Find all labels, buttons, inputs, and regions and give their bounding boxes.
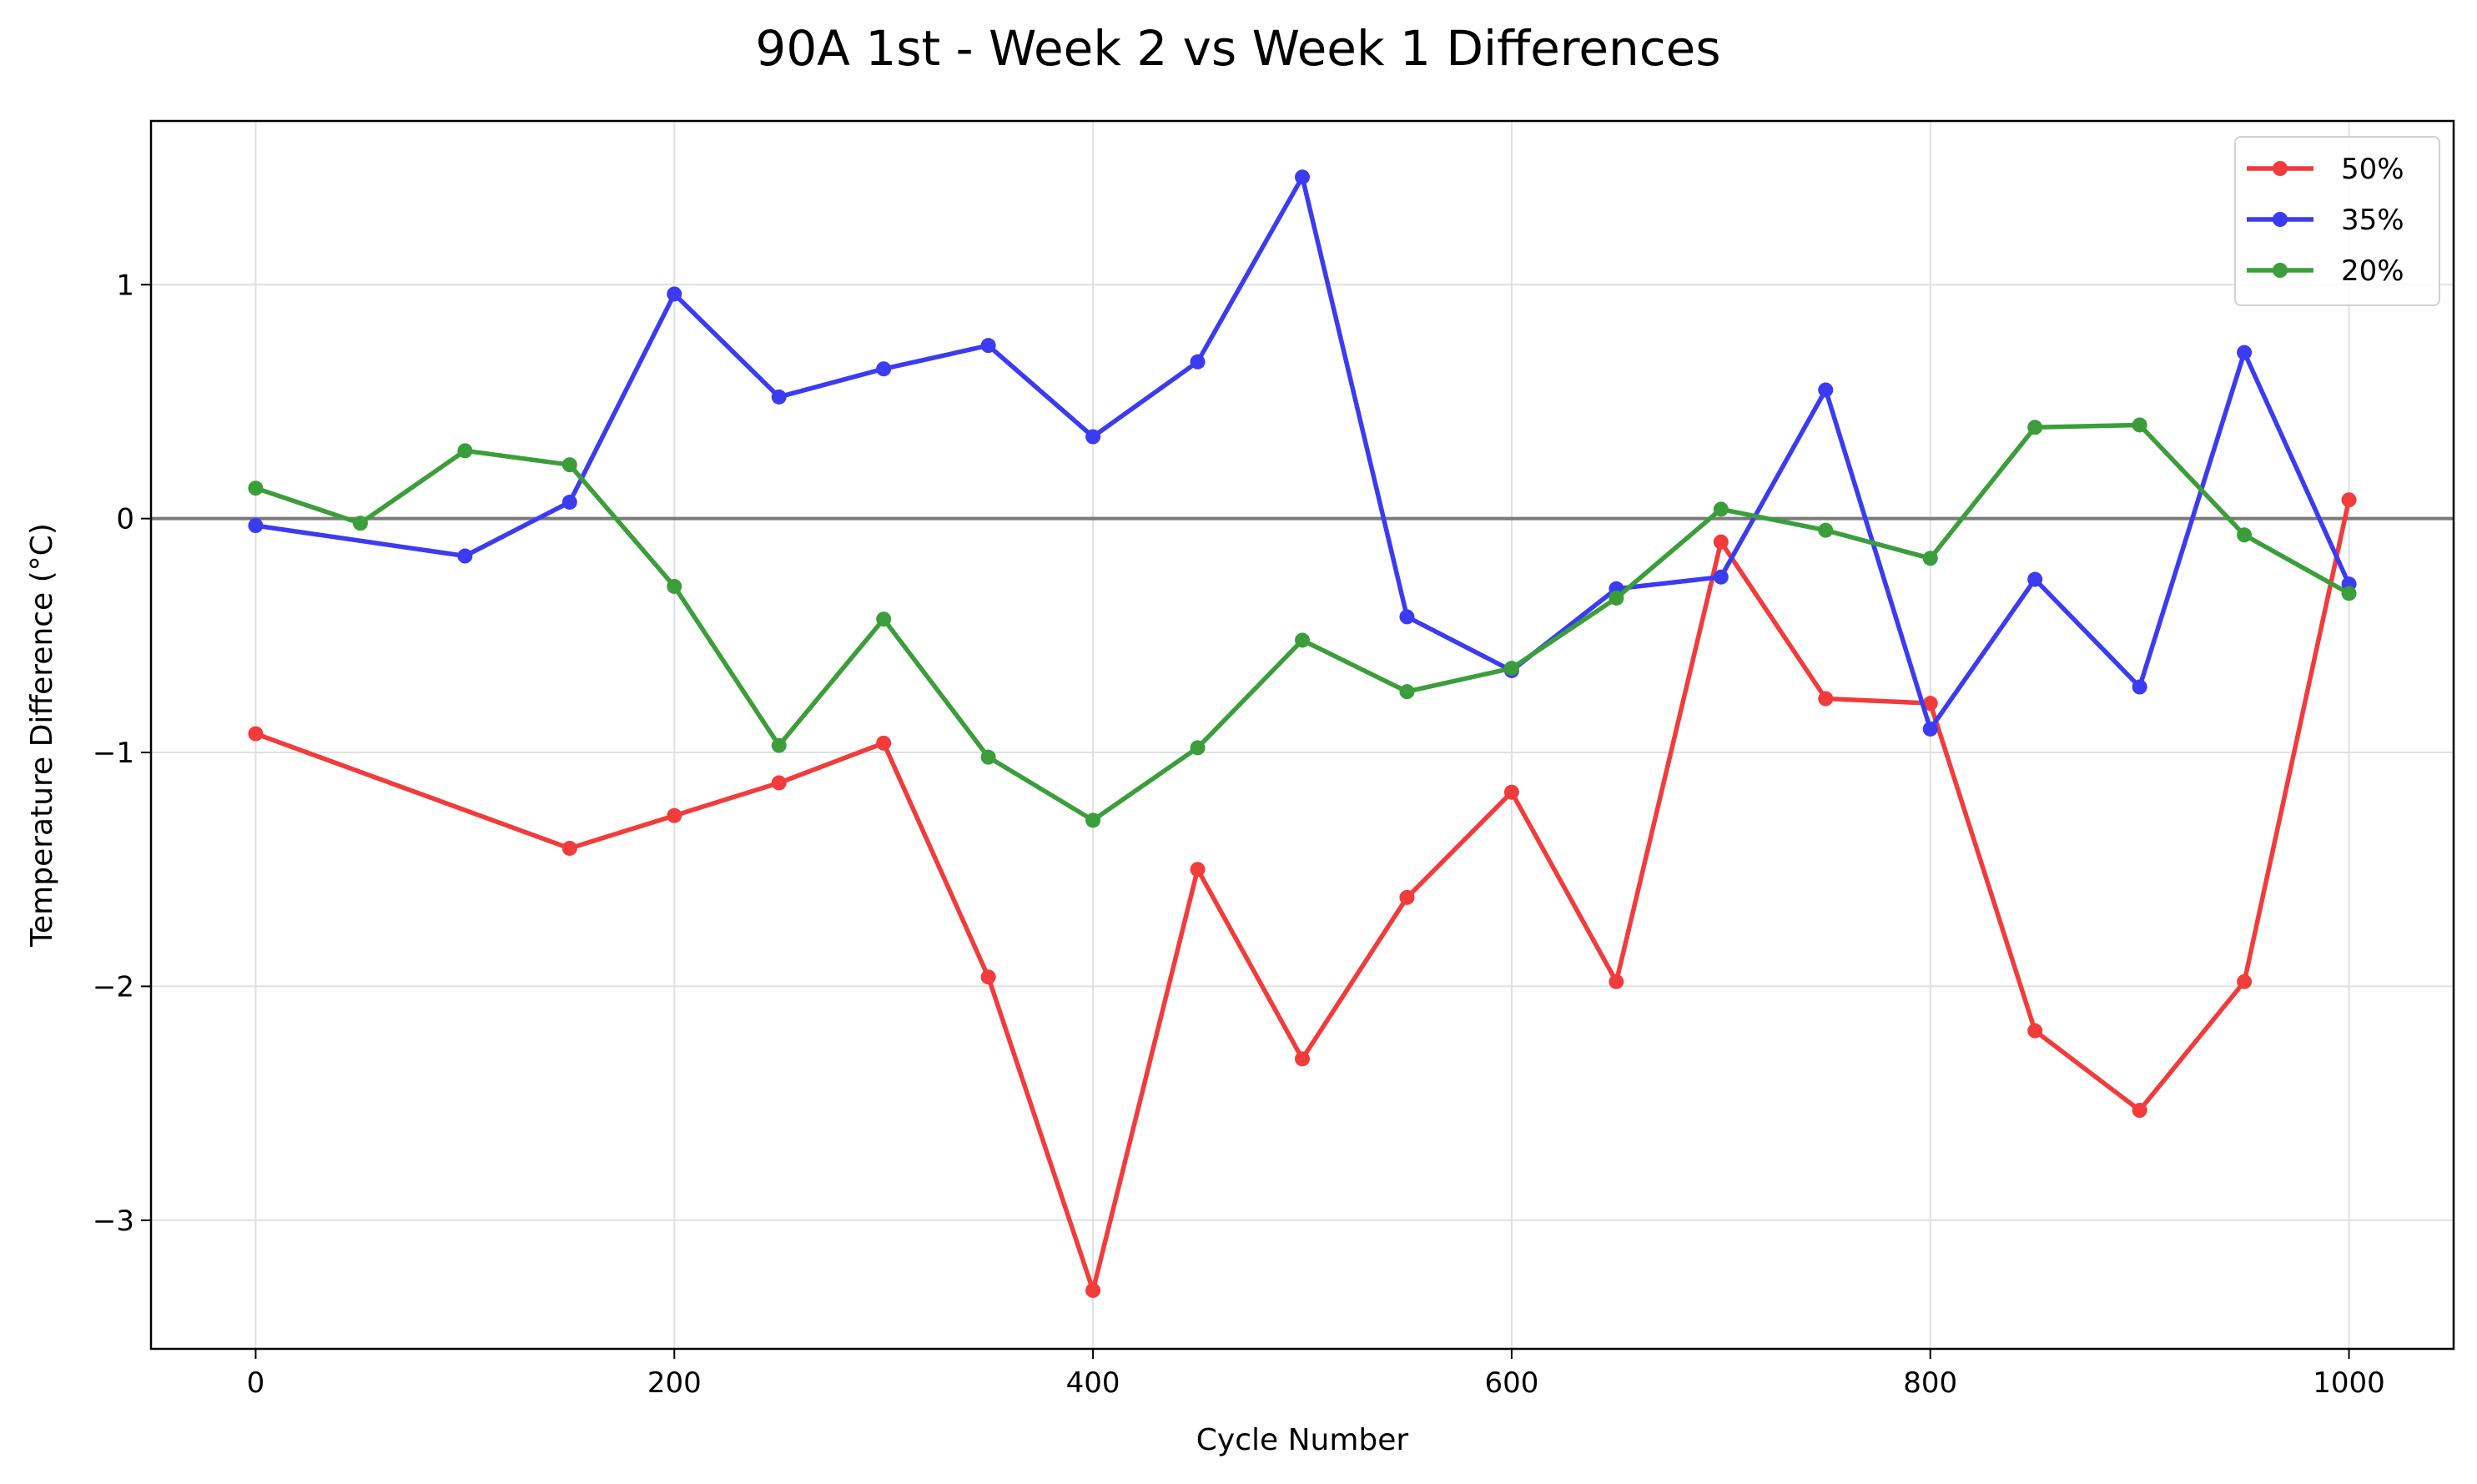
data-point-20-percent (1190, 740, 1206, 756)
legend-item-20-percent: 20% (2247, 254, 2404, 288)
x-tick-label: 800 (1903, 1366, 1957, 1400)
data-point-35-percent (1190, 354, 1206, 370)
data-point-50-percent (1503, 784, 1519, 800)
data-point-50-percent (248, 726, 264, 742)
series-layer (248, 169, 2357, 1298)
data-point-20-percent (876, 611, 892, 627)
data-point-35-percent (1399, 609, 1415, 625)
data-point-20-percent (2132, 417, 2147, 433)
data-point-50-percent (2237, 973, 2253, 989)
data-point-20-percent (1818, 522, 1834, 538)
data-point-20-percent (1085, 812, 1101, 828)
data-point-20-percent (352, 516, 368, 531)
legend: 50% 35% 20% (2234, 136, 2440, 306)
data-point-20-percent (1399, 684, 1415, 700)
legend-label: 35% (2341, 204, 2404, 237)
data-point-35-percent (2027, 571, 2043, 587)
legend-item-35-percent: 35% (2247, 204, 2404, 237)
legend-label: 50% (2341, 153, 2404, 186)
grid (151, 121, 2454, 1349)
series-line-50-percent (253, 497, 2352, 1293)
data-point-35-percent (1922, 721, 1938, 737)
data-point-20-percent (1503, 661, 1519, 677)
data-point-50-percent (561, 840, 577, 856)
data-point-35-percent (1295, 169, 1310, 185)
x-tick-label: 1000 (2313, 1366, 2385, 1400)
series-line-35-percent (253, 174, 2352, 732)
legend-label: 20% (2341, 254, 2404, 288)
y-tick-label: −3 (93, 1205, 134, 1238)
data-point-50-percent (1085, 1282, 1101, 1298)
y-axis-ticks: −3 −2 −1 0 1 (93, 269, 151, 1238)
x-tick-label: 0 (247, 1366, 265, 1400)
series-20-percent (248, 417, 2357, 828)
data-point-50-percent (771, 775, 787, 791)
data-point-35-percent (1713, 569, 1729, 585)
data-point-35-percent (771, 389, 787, 405)
x-axis-ticks: 0 200 400 600 800 1000 (247, 1349, 2385, 1400)
data-point-50-percent (1818, 691, 1834, 707)
data-point-20-percent (2341, 586, 2357, 601)
x-tick-label: 400 (1066, 1366, 1120, 1400)
y-tick-label: −1 (93, 737, 134, 770)
y-tick-label: 1 (116, 269, 134, 302)
data-point-20-percent (1609, 590, 1624, 606)
data-point-20-percent (457, 443, 473, 459)
legend-marker (2273, 161, 2288, 176)
chart-title: 90A 1st - Week 2 vs Week 1 Differences (755, 20, 1720, 77)
y-tick-label: 0 (116, 503, 134, 536)
data-point-50-percent (1295, 1051, 1310, 1067)
data-point-50-percent (876, 735, 892, 751)
data-point-35-percent (2237, 345, 2253, 360)
legend-item-50-percent: 50% (2247, 153, 2404, 186)
plot-frame (149, 119, 2455, 1351)
data-point-20-percent (2237, 527, 2253, 543)
data-point-20-percent (1295, 632, 1310, 648)
x-tick-label: 600 (1484, 1366, 1538, 1400)
x-axis-label: Cycle Number (1196, 1423, 1409, 1457)
data-point-20-percent (1713, 501, 1729, 517)
data-point-50-percent (980, 969, 996, 985)
data-point-20-percent (771, 737, 787, 753)
series-50-percent (248, 492, 2357, 1298)
data-point-20-percent (561, 457, 577, 473)
data-point-35-percent (457, 548, 473, 564)
data-point-50-percent (2027, 1023, 2043, 1039)
data-point-50-percent (1190, 862, 1206, 878)
data-point-50-percent (667, 807, 682, 823)
data-point-20-percent (248, 480, 264, 496)
data-point-35-percent (248, 518, 264, 534)
data-point-50-percent (2132, 1103, 2147, 1119)
data-point-20-percent (2027, 420, 2043, 435)
y-axis-label: Temperature Difference (°C) (25, 523, 59, 948)
data-point-50-percent (1399, 889, 1415, 905)
data-point-35-percent (1085, 429, 1101, 445)
series-35-percent (248, 169, 2357, 737)
data-point-35-percent (667, 286, 682, 302)
data-point-20-percent (1922, 551, 1938, 566)
data-point-50-percent (1713, 534, 1729, 550)
data-point-35-percent (2132, 679, 2147, 695)
data-point-35-percent (561, 495, 577, 511)
data-point-50-percent (1609, 973, 1624, 989)
legend-marker (2273, 212, 2288, 227)
series-line-20-percent (253, 422, 2352, 823)
data-point-50-percent (1922, 696, 1938, 712)
legend-marker (2273, 263, 2288, 278)
y-tick-label: −2 (93, 970, 134, 1004)
data-point-20-percent (980, 749, 996, 765)
data-point-35-percent (980, 338, 996, 354)
data-point-50-percent (2341, 492, 2357, 508)
x-tick-label: 200 (647, 1366, 702, 1400)
legend-box (2234, 136, 2440, 306)
data-point-20-percent (667, 578, 682, 594)
data-point-35-percent (876, 361, 892, 377)
data-point-35-percent (1818, 382, 1834, 398)
